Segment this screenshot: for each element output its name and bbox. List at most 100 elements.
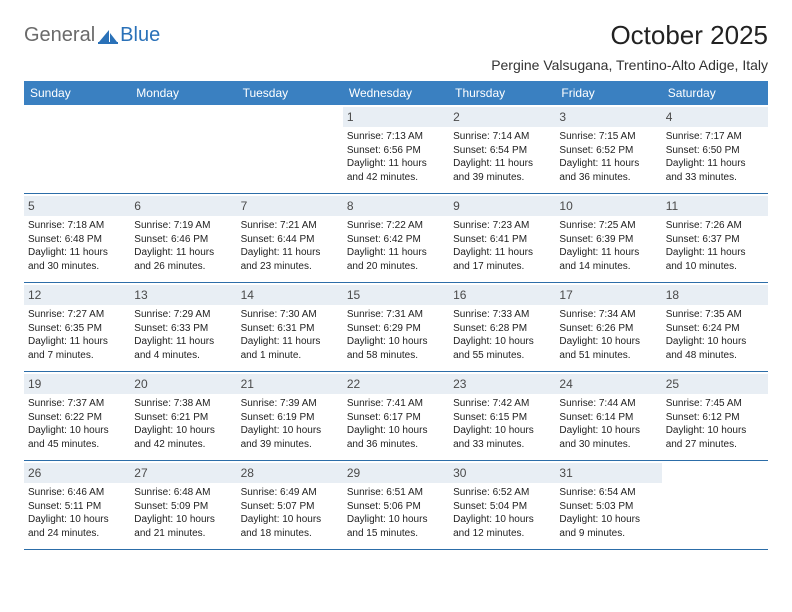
day-cell: 12Sunrise: 7:27 AMSunset: 6:35 PMDayligh… xyxy=(24,283,130,371)
day-number: 17 xyxy=(555,285,661,305)
weekday-header: Friday xyxy=(555,81,661,105)
daylight-text: Daylight: 10 hours and 42 minutes. xyxy=(134,424,232,451)
daylight-text: Daylight: 10 hours and 12 minutes. xyxy=(453,513,551,540)
sunrise-text: Sunrise: 6:49 AM xyxy=(241,486,339,500)
day-number: 13 xyxy=(130,285,236,305)
sunrise-text: Sunrise: 7:33 AM xyxy=(453,308,551,322)
sunset-text: Sunset: 5:04 PM xyxy=(453,500,551,514)
day-number: 12 xyxy=(24,285,130,305)
day-number: 10 xyxy=(555,196,661,216)
day-cell: 27Sunrise: 6:48 AMSunset: 5:09 PMDayligh… xyxy=(130,461,236,549)
weekday-header-row: Sunday Monday Tuesday Wednesday Thursday… xyxy=(24,81,768,105)
sunset-text: Sunset: 5:09 PM xyxy=(134,500,232,514)
sunrise-text: Sunrise: 6:54 AM xyxy=(559,486,657,500)
sunrise-text: Sunrise: 6:46 AM xyxy=(28,486,126,500)
daylight-text: Daylight: 10 hours and 30 minutes. xyxy=(559,424,657,451)
day-cell xyxy=(24,105,130,193)
sunrise-text: Sunrise: 7:22 AM xyxy=(347,219,445,233)
daylight-text: Daylight: 10 hours and 51 minutes. xyxy=(559,335,657,362)
sunset-text: Sunset: 6:41 PM xyxy=(453,233,551,247)
sunrise-text: Sunrise: 7:13 AM xyxy=(347,130,445,144)
day-number: 27 xyxy=(130,463,236,483)
day-cell: 5Sunrise: 7:18 AMSunset: 6:48 PMDaylight… xyxy=(24,194,130,282)
daylight-text: Daylight: 11 hours and 1 minute. xyxy=(241,335,339,362)
page-header: General Blue October 2025 Pergine Valsug… xyxy=(24,20,768,73)
daylight-text: Daylight: 10 hours and 24 minutes. xyxy=(28,513,126,540)
sunset-text: Sunset: 6:26 PM xyxy=(559,322,657,336)
day-number: 25 xyxy=(662,374,768,394)
daylight-text: Daylight: 10 hours and 45 minutes. xyxy=(28,424,126,451)
daylight-text: Daylight: 10 hours and 21 minutes. xyxy=(134,513,232,540)
sunset-text: Sunset: 6:21 PM xyxy=(134,411,232,425)
daylight-text: Daylight: 11 hours and 23 minutes. xyxy=(241,246,339,273)
sunset-text: Sunset: 6:35 PM xyxy=(28,322,126,336)
weeks-container: 1Sunrise: 7:13 AMSunset: 6:56 PMDaylight… xyxy=(24,105,768,550)
daylight-text: Daylight: 10 hours and 55 minutes. xyxy=(453,335,551,362)
sunset-text: Sunset: 6:44 PM xyxy=(241,233,339,247)
title-block: October 2025 Pergine Valsugana, Trentino… xyxy=(491,20,768,73)
logo-text-blue: Blue xyxy=(120,24,160,47)
month-title: October 2025 xyxy=(491,20,768,51)
day-cell: 21Sunrise: 7:39 AMSunset: 6:19 PMDayligh… xyxy=(237,372,343,460)
sunrise-text: Sunrise: 7:37 AM xyxy=(28,397,126,411)
day-cell: 23 Sunrise: 7:42 AMSunset: 6:15 PMDayligh… xyxy=(449,372,555,460)
location: Pergine Valsugana, Trentino-Alto Adige, … xyxy=(491,57,768,73)
day-number: 26 xyxy=(24,463,130,483)
daylight-text: Daylight: 11 hours and 10 minutes. xyxy=(666,246,764,273)
day-cell: 7Sunrise: 7:21 AMSunset: 6:44 PMDaylight… xyxy=(237,194,343,282)
sunset-text: Sunset: 6:22 PM xyxy=(28,411,126,425)
daylight-text: Daylight: 11 hours and 20 minutes. xyxy=(347,246,445,273)
sunrise-text: Sunrise: 7:25 AM xyxy=(559,219,657,233)
day-number: 29 xyxy=(343,463,449,483)
sunrise-text: Sunrise: 7:18 AM xyxy=(28,219,126,233)
sunrise-text: Sunrise: 7:39 AM xyxy=(241,397,339,411)
day-cell: 8Sunrise: 7:22 AMSunset: 6:42 PMDaylight… xyxy=(343,194,449,282)
daylight-text: Daylight: 11 hours and 30 minutes. xyxy=(28,246,126,273)
week-row: 1Sunrise: 7:13 AMSunset: 6:56 PMDaylight… xyxy=(24,105,768,194)
day-number: 1 xyxy=(343,107,449,127)
daylight-text: Daylight: 11 hours and 33 minutes. xyxy=(666,157,764,184)
daylight-text: Daylight: 10 hours and 18 minutes. xyxy=(241,513,339,540)
day-number: 8 xyxy=(343,196,449,216)
sunset-text: Sunset: 6:29 PM xyxy=(347,322,445,336)
weekday-header: Wednesday xyxy=(343,81,449,105)
day-cell: 28Sunrise: 6:49 AMSunset: 5:07 PMDayligh… xyxy=(237,461,343,549)
day-number: 2 xyxy=(449,107,555,127)
sunrise-text: Sunrise: 6:52 AM xyxy=(453,486,551,500)
sunset-text: Sunset: 6:15 PM xyxy=(453,411,551,425)
sunrise-text: Sunrise: 7:23 AM xyxy=(453,219,551,233)
daylight-text: Daylight: 11 hours and 14 minutes. xyxy=(559,246,657,273)
daylight-text: Daylight: 10 hours and 58 minutes. xyxy=(347,335,445,362)
sunset-text: Sunset: 6:31 PM xyxy=(241,322,339,336)
sunrise-text: Sunrise: 7:26 AM xyxy=(666,219,764,233)
day-number: 14 xyxy=(237,285,343,305)
day-number: 7 xyxy=(237,196,343,216)
day-number: 20 xyxy=(130,374,236,394)
sunset-text: Sunset: 6:56 PM xyxy=(347,144,445,158)
day-number: 23 xyxy=(449,374,555,394)
daylight-text: Daylight: 10 hours and 39 minutes. xyxy=(241,424,339,451)
daylight-text: Daylight: 11 hours and 36 minutes. xyxy=(559,157,657,184)
day-cell: 4Sunrise: 7:17 AMSunset: 6:50 PMDaylight… xyxy=(662,105,768,193)
day-number: 16 xyxy=(449,285,555,305)
sunset-text: Sunset: 5:03 PM xyxy=(559,500,657,514)
sunrise-text: Sunrise: 7:30 AM xyxy=(241,308,339,322)
day-number: 4 xyxy=(662,107,768,127)
sunrise-text: Sunrise: 7:42 AM xyxy=(453,397,551,411)
sunset-text: Sunset: 6:19 PM xyxy=(241,411,339,425)
day-cell xyxy=(662,461,768,549)
day-cell: 19Sunrise: 7:37 AMSunset: 6:22 PMDayligh… xyxy=(24,372,130,460)
day-number: 15 xyxy=(343,285,449,305)
sunrise-text: Sunrise: 7:31 AM xyxy=(347,308,445,322)
week-row: 5Sunrise: 7:18 AMSunset: 6:48 PMDaylight… xyxy=(24,194,768,283)
day-cell: 6Sunrise: 7:19 AMSunset: 6:46 PMDaylight… xyxy=(130,194,236,282)
sunrise-text: Sunrise: 7:45 AM xyxy=(666,397,764,411)
daylight-text: Daylight: 10 hours and 33 minutes. xyxy=(453,424,551,451)
daylight-text: Daylight: 11 hours and 26 minutes. xyxy=(134,246,232,273)
day-cell: 11Sunrise: 7:26 AMSunset: 6:37 PMDayligh… xyxy=(662,194,768,282)
weekday-header: Monday xyxy=(130,81,236,105)
day-cell: 16Sunrise: 7:33 AMSunset: 6:28 PMDayligh… xyxy=(449,283,555,371)
daylight-text: Daylight: 11 hours and 42 minutes. xyxy=(347,157,445,184)
daylight-text: Daylight: 11 hours and 4 minutes. xyxy=(134,335,232,362)
sunset-text: Sunset: 5:07 PM xyxy=(241,500,339,514)
